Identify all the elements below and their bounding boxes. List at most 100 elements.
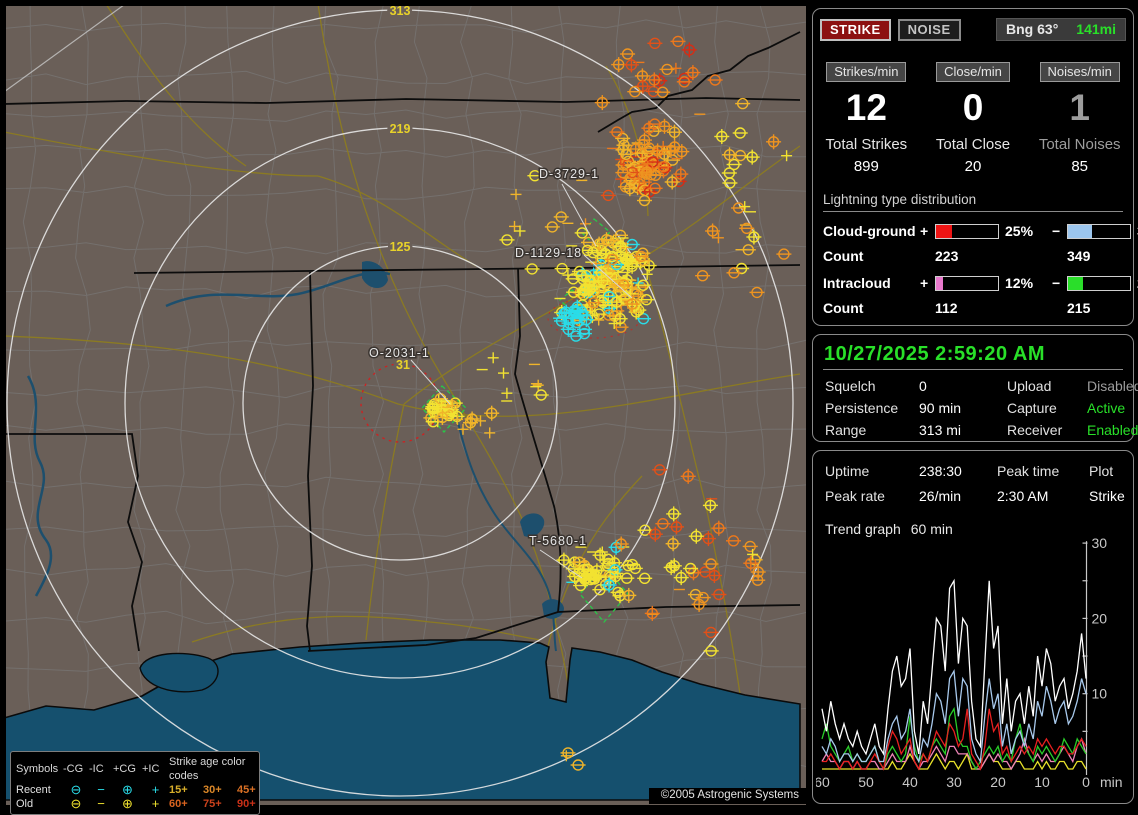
range-ring-label: 219: [390, 122, 411, 136]
x-tick-label: 20: [990, 774, 1006, 790]
strike-symbol: [556, 552, 572, 568]
plot-label: Plot: [1089, 463, 1114, 479]
strike-mode-button[interactable]: STRIKE: [820, 18, 891, 41]
strike-symbol: [576, 327, 592, 340]
rivers-lakes: [26, 261, 564, 652]
strike-symbol: [612, 311, 628, 327]
strike-symbol: [726, 535, 741, 547]
receiver-label: Receiver: [1007, 422, 1063, 438]
noises-per-min-column: Noises/min 1 Total Noises 85: [1026, 62, 1133, 175]
range-rings: 313 219 125 31: [6, 6, 794, 797]
strike-symbol: [664, 174, 680, 190]
strike-symbol: [566, 286, 582, 298]
strike-symbol: [703, 626, 719, 639]
lightning-map[interactable]: 313 219 125 31 D-3729-1 D-1129-18 O-2031-1 T-5…: [6, 6, 806, 815]
strike-symbol: [714, 129, 730, 144]
strike-symbol: [588, 276, 600, 288]
strike-symbol: [553, 211, 569, 223]
count-label: Count: [823, 300, 864, 316]
peak-rate-value: 26/min: [919, 488, 962, 504]
trend-series-total-strikes: [821, 578, 1087, 756]
strike-symbol: [620, 252, 635, 268]
strike-symbol: [509, 220, 520, 232]
strike-symbol: [655, 86, 671, 98]
strike-symbol: [646, 72, 662, 88]
strike-symbol: [732, 149, 748, 162]
strike-symbol: [721, 167, 737, 179]
strike-symbol: [457, 423, 469, 435]
storm-cell-label[interactable]: O-2031-1: [368, 345, 431, 362]
neg-cg-old-icon: ⊖: [70, 796, 82, 811]
x-tick-label: 60: [816, 774, 830, 790]
separator: [823, 369, 1123, 370]
strike-symbol: [554, 315, 569, 327]
strike-symbol: [618, 148, 634, 161]
strike-symbol: [655, 518, 671, 530]
strike-symbol: [533, 389, 549, 401]
strike-symbol: [560, 750, 572, 762]
storm-cell-label[interactable]: T-5680-1: [528, 533, 588, 550]
noises-per-min-chip: Noises/min: [1039, 62, 1120, 82]
strike-symbol: [706, 568, 722, 583]
strike-symbol: [608, 318, 620, 329]
storm-track-marker: [421, 385, 467, 433]
strike-symbol: [612, 280, 628, 292]
strike-symbol: [484, 427, 496, 439]
strike-symbol: [590, 258, 602, 270]
strike-symbol: [722, 147, 737, 163]
strike-symbol: [702, 497, 718, 513]
strike-symbol: [620, 559, 636, 572]
persistence-label: Persistence: [825, 400, 899, 416]
strike-symbol: [425, 401, 440, 416]
legend-header-neg-cg: -CG: [63, 763, 84, 775]
pos-cg-percent: 25%: [1005, 223, 1034, 239]
strike-symbol: [621, 587, 637, 603]
mode-toolbar: STRIKE NOISE Bng 63° 141mi: [820, 18, 1126, 41]
strike-symbol: [641, 268, 653, 280]
upload-state: Disabled: [1087, 378, 1138, 394]
upload-label: Upload: [1007, 378, 1052, 394]
strike-symbol: [670, 35, 686, 48]
pos-ic-percent: 12%: [1005, 275, 1034, 291]
strike-symbol: [565, 273, 581, 285]
neg-cg-count: 349: [1067, 248, 1091, 264]
strike-symbol: [568, 330, 584, 342]
strike-symbol: [637, 524, 653, 536]
pos-cg-count: 223: [935, 248, 959, 264]
strike-symbol: [712, 232, 724, 244]
strike-symbol: [498, 367, 509, 379]
map-canvas: 313 219 125 31 D-3729-1 D-1129-18 O-2031-1 T-5…: [6, 6, 806, 805]
strike-symbol: [613, 321, 629, 333]
storm-cell-label[interactable]: D-1129-18: [514, 245, 583, 262]
cell-leader-line: [539, 549, 583, 579]
strike-symbol: [695, 270, 711, 282]
y-tick-label: 30: [1092, 537, 1108, 551]
legend-header-neg-ic: -IC: [89, 763, 104, 775]
pos-ic-old-icon: +: [151, 796, 160, 811]
strike-symbol: [711, 520, 727, 536]
strike-symbol: [688, 528, 704, 544]
noise-mode-button[interactable]: NOISE: [897, 18, 961, 41]
strike-symbol: [600, 189, 616, 202]
strike-symbol: [637, 194, 652, 207]
strike-symbol: [593, 314, 605, 326]
copyright-text: ©2005 Astrogenic Systems: [648, 788, 806, 804]
storm-cell-label[interactable]: D-3729-1: [538, 166, 600, 183]
capture-state: Active: [1087, 400, 1126, 416]
strike-symbol: [726, 158, 742, 171]
distance-value: 141mi: [1076, 21, 1116, 37]
uptime-value: 238:30: [919, 463, 962, 479]
x-tick-label: 10: [1034, 774, 1050, 790]
strike-symbol: [680, 468, 696, 484]
total-noises-value: 85: [1071, 158, 1089, 175]
strike-symbol: [586, 297, 602, 309]
strike-symbol: [744, 149, 760, 165]
pos-ic-bar: [935, 275, 999, 291]
strike-symbol: [766, 134, 782, 150]
strike-symbol: [735, 97, 751, 110]
trend-series-positive-ic: [821, 736, 1087, 771]
intracloud-label: Intracloud: [823, 275, 891, 291]
strike-stats-panel: STRIKE NOISE Bng 63° 141mi Strikes/min 1…: [812, 8, 1138, 326]
strikes-per-min-column: Strikes/min 12 Total Strikes 899: [813, 62, 920, 175]
